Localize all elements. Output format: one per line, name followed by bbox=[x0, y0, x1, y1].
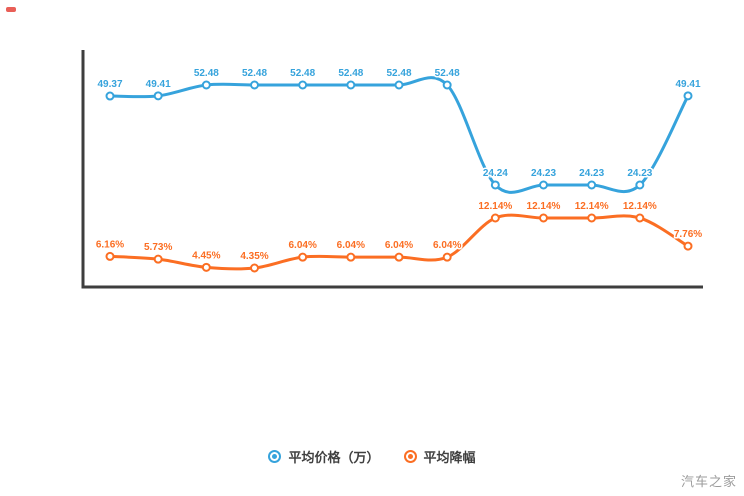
watermark: 汽车之家 bbox=[680, 474, 737, 489]
price-label: 52.48 bbox=[386, 68, 411, 79]
price-point[interactable] bbox=[490, 180, 500, 190]
price-label: 52.48 bbox=[338, 68, 363, 79]
discount-point[interactable] bbox=[635, 213, 645, 223]
price-point[interactable] bbox=[587, 180, 597, 190]
discount-point[interactable] bbox=[442, 252, 452, 262]
discount-series-legend-icon bbox=[403, 450, 417, 463]
price-point[interactable] bbox=[153, 91, 163, 101]
discount-series-legend-dot bbox=[407, 454, 413, 459]
price-label: 52.48 bbox=[435, 68, 460, 79]
price-series-legend-icon bbox=[268, 450, 282, 463]
discount-label: 7.76% bbox=[674, 229, 702, 240]
discount-label: 6.04% bbox=[337, 240, 365, 251]
price-point[interactable] bbox=[105, 91, 115, 101]
corner-mark bbox=[6, 7, 16, 12]
price-point[interactable] bbox=[442, 80, 452, 90]
discount-point[interactable] bbox=[250, 263, 259, 273]
price-series-legend-dot bbox=[272, 454, 278, 459]
discount-label: 12.14% bbox=[575, 201, 609, 212]
price-label: 49.41 bbox=[675, 79, 700, 90]
legend-item-price[interactable]: 平均价格（万） bbox=[268, 447, 380, 466]
price-trend-chart: 49.37 49.41 52.48 52.48 52.48 52.48 52.48 52.48… bbox=[81, 50, 704, 289]
price-point[interactable] bbox=[683, 91, 693, 101]
discount-point[interactable] bbox=[539, 213, 548, 223]
price-label: 24.23 bbox=[627, 168, 652, 179]
discount-point[interactable] bbox=[490, 213, 500, 223]
discount-point[interactable] bbox=[105, 251, 115, 261]
price-point[interactable] bbox=[298, 80, 308, 90]
price-label: 52.48 bbox=[194, 68, 219, 79]
price-label: 24.24 bbox=[483, 168, 508, 179]
discount-label: 4.35% bbox=[240, 251, 268, 262]
discount-label: 12.14% bbox=[623, 201, 657, 212]
discount-point[interactable] bbox=[683, 241, 693, 251]
legend-item-label: 平均降幅 bbox=[423, 450, 476, 465]
price-label: 52.48 bbox=[242, 68, 267, 79]
price-point[interactable] bbox=[346, 80, 356, 90]
discount-point[interactable] bbox=[153, 254, 163, 264]
discount-label: 6.16% bbox=[96, 239, 124, 250]
legend-item-discount[interactable]: 平均降幅 bbox=[403, 447, 476, 466]
legend: 平均价格（万） 平均降幅 bbox=[0, 447, 744, 466]
price-point[interactable] bbox=[539, 180, 548, 190]
discount-label: 4.45% bbox=[192, 250, 220, 261]
discount-point[interactable] bbox=[394, 252, 404, 262]
price-label: 24.23 bbox=[579, 168, 604, 179]
discount-point[interactable] bbox=[298, 252, 308, 262]
discount-point[interactable] bbox=[346, 252, 356, 262]
discount-label: 6.04% bbox=[288, 240, 316, 251]
price-point[interactable] bbox=[250, 80, 259, 90]
discount-label: 12.14% bbox=[527, 201, 561, 212]
price-label: 24.23 bbox=[531, 168, 556, 179]
price-point[interactable] bbox=[635, 180, 645, 190]
discount-label: 12.14% bbox=[478, 201, 512, 212]
legend-item-label: 平均价格（万） bbox=[288, 450, 380, 465]
price-point[interactable] bbox=[201, 80, 211, 90]
price-label: 52.48 bbox=[290, 68, 315, 79]
price-label: 49.37 bbox=[97, 79, 122, 90]
price-label: 49.41 bbox=[146, 79, 171, 90]
discount-point[interactable] bbox=[201, 262, 211, 272]
discount-label: 6.04% bbox=[433, 240, 461, 251]
discount-label: 5.73% bbox=[144, 242, 172, 253]
price-point[interactable] bbox=[394, 80, 404, 90]
discount-point[interactable] bbox=[587, 213, 597, 223]
discount-label: 6.04% bbox=[385, 240, 413, 251]
